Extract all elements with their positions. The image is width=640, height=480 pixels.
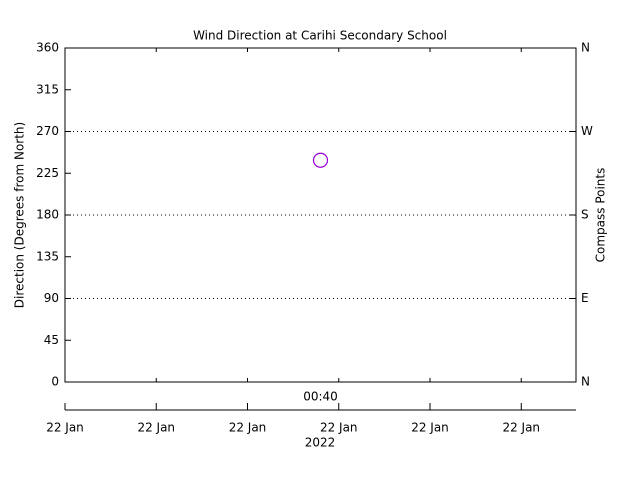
- y-tick-label: 45: [44, 333, 59, 347]
- date-tick-label: 22 Jan: [411, 421, 449, 435]
- y-tick-label: 135: [36, 249, 59, 263]
- y-tick-label: 90: [44, 291, 59, 305]
- y-tick-label: 180: [36, 208, 59, 222]
- point: [312, 152, 329, 168]
- y-tick-label: 360: [36, 41, 59, 55]
- y2-tick-label: N: [581, 41, 590, 55]
- date-tick-label: 22 Jan: [502, 421, 540, 435]
- date-tick-label: 22 Jan: [229, 421, 267, 435]
- y-tick-label: 0: [51, 375, 59, 389]
- date-tick-label: 22 Jan: [46, 421, 84, 435]
- date-tick-label: 22 Jan: [137, 421, 175, 435]
- y-axis-label: Direction (Degrees from North): [13, 122, 27, 308]
- y-tick-label: 270: [36, 124, 59, 138]
- date-axis-label: 2022: [305, 436, 336, 450]
- y2-tick-label: E: [581, 291, 589, 305]
- y-tick-label: 315: [36, 82, 59, 96]
- x-tick-label: 00:40: [303, 390, 338, 404]
- y2-axis-label: Compass Points: [594, 168, 608, 263]
- y2-tick-label: S: [581, 208, 589, 222]
- y-tick-label: 225: [36, 166, 59, 180]
- date-tick-label: 22 Jan: [320, 421, 358, 435]
- chart-title: Wind Direction at Carihi Secondary Schoo…: [193, 29, 447, 43]
- y2-tick-label: W: [581, 124, 593, 138]
- y2-tick-label: N: [581, 375, 590, 389]
